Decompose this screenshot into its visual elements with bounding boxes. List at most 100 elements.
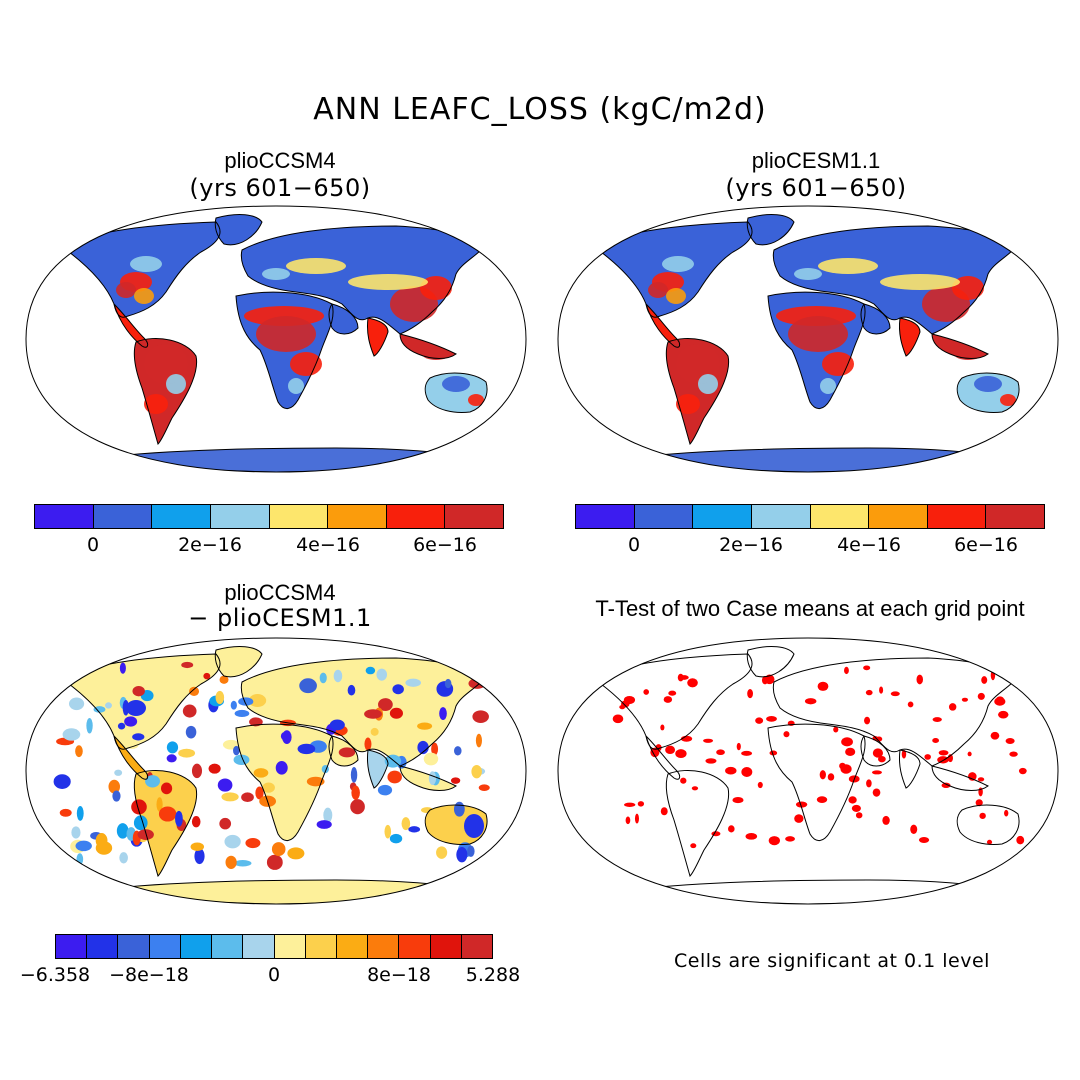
map-field-cell bbox=[916, 674, 924, 685]
map-field-cell bbox=[370, 727, 379, 736]
continent-arabia bbox=[329, 304, 358, 334]
panel2-title: plioCESM1.1 bbox=[751, 148, 881, 173]
map-field-cell bbox=[788, 316, 848, 352]
coastline-arabia bbox=[860, 735, 891, 767]
map-field-cell bbox=[350, 799, 365, 815]
map-field-cell bbox=[389, 707, 403, 719]
map-field-cell bbox=[126, 700, 146, 716]
coastline-greenland bbox=[746, 646, 795, 678]
colorbar-tick: 8e−18 bbox=[367, 964, 431, 986]
map-boundary bbox=[557, 637, 1059, 905]
continent-seasia bbox=[400, 766, 456, 791]
coastline-sa bbox=[665, 770, 730, 877]
map-field-cell bbox=[621, 700, 630, 708]
map-field-cell bbox=[249, 717, 263, 727]
map-field-cell bbox=[961, 697, 969, 702]
map-field-cell bbox=[648, 282, 668, 298]
colorbar-swatch bbox=[328, 505, 387, 528]
map-ttest bbox=[557, 637, 1059, 905]
panel4-title: T-Test of two Case means at each grid po… bbox=[595, 596, 1025, 621]
colorbar-tick: −6.358 bbox=[19, 964, 91, 986]
map-field-cell bbox=[725, 766, 737, 775]
map-field-cell bbox=[687, 678, 698, 688]
colorbar-swatch bbox=[118, 935, 150, 958]
colorbar-swatch bbox=[461, 935, 493, 958]
map-field-cell bbox=[248, 694, 267, 707]
map-field-cell bbox=[190, 842, 205, 851]
map-field-cell bbox=[348, 274, 428, 290]
colorbar-swatch bbox=[269, 505, 329, 528]
map-field-cell bbox=[287, 847, 305, 860]
map-field-cell bbox=[347, 684, 356, 696]
colorbar-tick: 0 bbox=[627, 534, 641, 556]
map-field-cell bbox=[253, 768, 269, 778]
coastline-arabia bbox=[860, 303, 891, 335]
map-field-cell bbox=[450, 777, 461, 784]
coastline-seasia bbox=[399, 765, 457, 791]
map-difference bbox=[25, 637, 527, 905]
map-field-cell bbox=[979, 812, 986, 819]
map-field-cell bbox=[351, 785, 360, 800]
map-field-cell bbox=[901, 749, 907, 759]
coastline-africa bbox=[767, 723, 866, 841]
map-field-cell bbox=[256, 316, 316, 352]
map-field-cell bbox=[871, 770, 882, 775]
map-field-cell bbox=[676, 394, 700, 414]
map-field-cell bbox=[757, 781, 763, 789]
map-field-cell bbox=[879, 686, 884, 694]
map-field-cell bbox=[453, 801, 465, 817]
colorbar-difference: −6.358 −8e−18 0 8e−18 5.288 bbox=[20, 934, 520, 986]
coastline-ca bbox=[645, 735, 681, 780]
map-field-cell bbox=[376, 668, 388, 681]
map-field-cell bbox=[275, 760, 288, 775]
colorbar-swatch bbox=[56, 935, 88, 958]
map-field-cell bbox=[728, 825, 735, 833]
map-field-cell bbox=[241, 792, 254, 803]
map-field-cell bbox=[1000, 394, 1016, 406]
map-field-cell bbox=[464, 814, 484, 838]
continent-ca bbox=[114, 736, 148, 780]
colorbar-tick: 4e−16 bbox=[837, 534, 901, 556]
map-field-cell bbox=[783, 731, 790, 738]
colorbar-swatch bbox=[986, 505, 1044, 528]
map-field-cell bbox=[705, 758, 717, 764]
map-field-cell bbox=[675, 749, 687, 759]
map-field-cell bbox=[230, 700, 237, 710]
map-field-cell bbox=[732, 797, 744, 804]
colorbar-swatch bbox=[634, 505, 694, 528]
colorbar-swatch bbox=[336, 935, 369, 958]
map-boundary bbox=[557, 205, 1059, 473]
map-field-cell bbox=[364, 709, 382, 719]
map-field-cell bbox=[612, 714, 624, 724]
colorbar-swatch bbox=[399, 935, 431, 958]
map-field-cell bbox=[421, 807, 434, 814]
coastline-eurasia bbox=[240, 225, 487, 335]
coastline-sa bbox=[665, 338, 730, 445]
continent-greenland bbox=[215, 214, 262, 245]
map-field-cell bbox=[785, 836, 795, 842]
map-field-cell bbox=[384, 754, 402, 768]
map-field-cell bbox=[872, 748, 884, 758]
map-field-cell bbox=[166, 754, 177, 763]
map-field-cell bbox=[333, 669, 343, 683]
map-field-cell bbox=[130, 256, 162, 272]
coastline-australia bbox=[424, 372, 488, 413]
map-field-cell bbox=[468, 394, 484, 406]
map-field-cell bbox=[941, 782, 951, 789]
coastline-india bbox=[899, 749, 921, 789]
map-field-cell bbox=[75, 745, 83, 758]
colorbar-tick: 6e−16 bbox=[954, 534, 1018, 556]
coastline-africa bbox=[767, 291, 866, 409]
map-field-cell bbox=[144, 394, 168, 414]
colorbar-swatch bbox=[576, 505, 635, 528]
map-field-cell bbox=[286, 258, 346, 274]
colorbar-plioCESM1.1: 0 2e−16 4e−16 6e−16 bbox=[575, 504, 1045, 556]
map-field-cell bbox=[990, 731, 1000, 740]
coastline-ca bbox=[113, 303, 149, 348]
coastline-seasia bbox=[931, 765, 989, 791]
map-field-cell bbox=[387, 770, 402, 784]
map-field-cell bbox=[872, 788, 881, 797]
map-field-cell bbox=[95, 833, 108, 848]
map-field-cell bbox=[266, 854, 283, 870]
map-field-cell bbox=[716, 749, 725, 756]
